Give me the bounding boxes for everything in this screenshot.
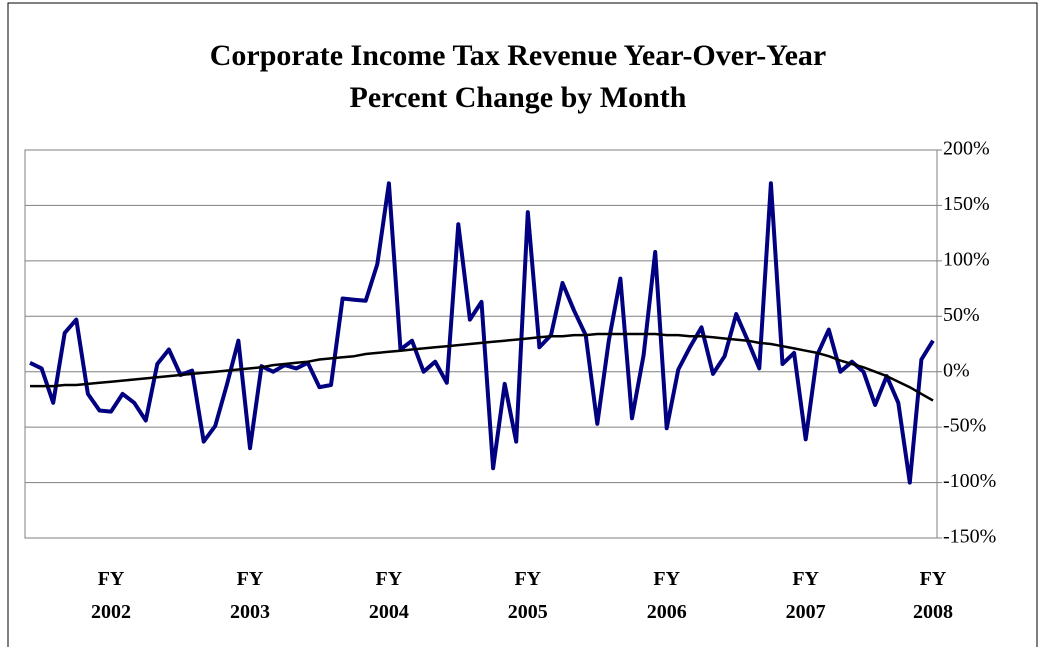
y-tick-label: 100% [943, 248, 990, 270]
y-tick-label: -50% [943, 415, 986, 437]
y-tick-label: 150% [943, 193, 990, 215]
chart-title: Percent Change by Month [350, 81, 687, 114]
chart-frame [7, 2, 1038, 647]
x-tick-label: FY 2008 [913, 568, 953, 623]
x-tick-label: FY 2005 [508, 568, 548, 623]
x-tick-label: FY 2004 [369, 568, 409, 623]
y-tick-label: -150% [943, 526, 996, 548]
trend-line [30, 332, 934, 402]
x-tick-label: FY 2007 [786, 568, 826, 623]
y-tick-label: 200% [943, 138, 990, 160]
y-tick-label: -100% [943, 470, 996, 492]
x-tick-label: FY 2003 [230, 568, 270, 623]
chart-title: Corporate Income Tax Revenue Year-Over-Y… [210, 39, 827, 72]
x-tick-label: FY 2002 [91, 568, 131, 623]
y-tick-label: 0% [943, 359, 970, 381]
data-line [29, 181, 935, 485]
y-tick-label: 50% [943, 304, 980, 326]
x-tick-label: FY 2006 [647, 568, 687, 623]
